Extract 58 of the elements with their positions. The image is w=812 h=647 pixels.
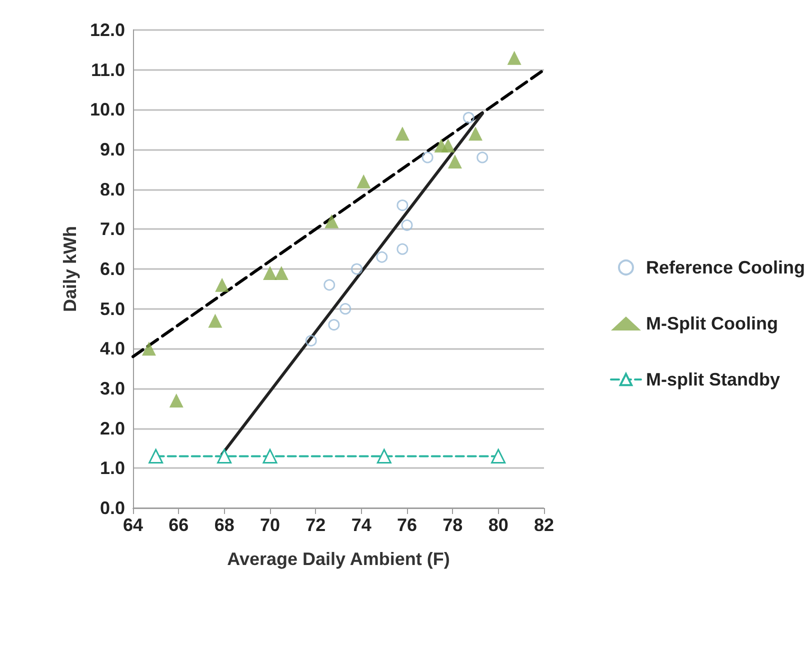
x-tick-label: 76 xyxy=(396,515,418,535)
point xyxy=(263,266,277,280)
point xyxy=(476,152,488,164)
point xyxy=(305,334,317,346)
point xyxy=(356,174,371,188)
point xyxy=(401,219,413,231)
point xyxy=(148,448,164,464)
y-tick-label: 6.0 xyxy=(100,259,125,279)
x-tick-label: 80 xyxy=(488,515,508,535)
y-axis-title: Daily kWh xyxy=(60,226,80,312)
point xyxy=(328,319,340,331)
point xyxy=(376,448,392,464)
point xyxy=(169,393,184,408)
y-tick-label: 3.0 xyxy=(100,378,125,398)
x-tick-label: 64 xyxy=(122,515,144,535)
point xyxy=(491,448,506,464)
y-tick-label: 0.0 xyxy=(100,498,125,518)
x-tick-label: 74 xyxy=(351,515,372,535)
x-tick-label: 70 xyxy=(260,515,280,535)
y-tick-label: 2.0 xyxy=(100,418,125,438)
point xyxy=(217,448,232,464)
y-tick-label: 5.0 xyxy=(100,298,125,319)
legend-label: Reference Cooling xyxy=(646,258,805,278)
y-tick-label: 1.0 xyxy=(100,458,125,478)
point xyxy=(507,50,522,65)
point xyxy=(340,303,352,315)
legend-label: M-split Standby xyxy=(646,370,780,390)
x-tick-label: 68 xyxy=(214,515,234,535)
point xyxy=(324,279,336,291)
y-tick-label: 10.0 xyxy=(90,100,125,120)
x-tick-label: 66 xyxy=(168,515,189,535)
point xyxy=(468,126,482,141)
x-tick-label: 72 xyxy=(306,515,326,535)
legend-label: M-Split Cooling xyxy=(646,314,778,334)
point xyxy=(324,214,339,228)
point xyxy=(462,112,474,124)
point xyxy=(396,200,408,212)
point xyxy=(448,154,462,168)
point xyxy=(215,278,230,292)
y-tick-label: 9.0 xyxy=(100,140,125,160)
point xyxy=(376,251,388,263)
point xyxy=(142,342,156,356)
x-tick-label: 82 xyxy=(534,515,554,535)
y-tick-label: 12.0 xyxy=(90,20,125,40)
y-tick-label: 7.0 xyxy=(100,219,125,240)
x-axis-title: Average Daily Ambient (F) xyxy=(227,549,450,569)
point xyxy=(274,266,288,280)
point xyxy=(422,152,434,164)
point xyxy=(395,126,410,141)
point xyxy=(351,263,363,275)
point xyxy=(208,314,222,328)
point xyxy=(396,243,408,255)
point xyxy=(262,448,278,464)
y-tick-label: 4.0 xyxy=(100,338,125,359)
point xyxy=(441,138,456,153)
x-tick-label: 78 xyxy=(442,515,463,535)
y-tick-label: 8.0 xyxy=(100,179,125,200)
y-tick-label: 11.0 xyxy=(90,60,125,80)
